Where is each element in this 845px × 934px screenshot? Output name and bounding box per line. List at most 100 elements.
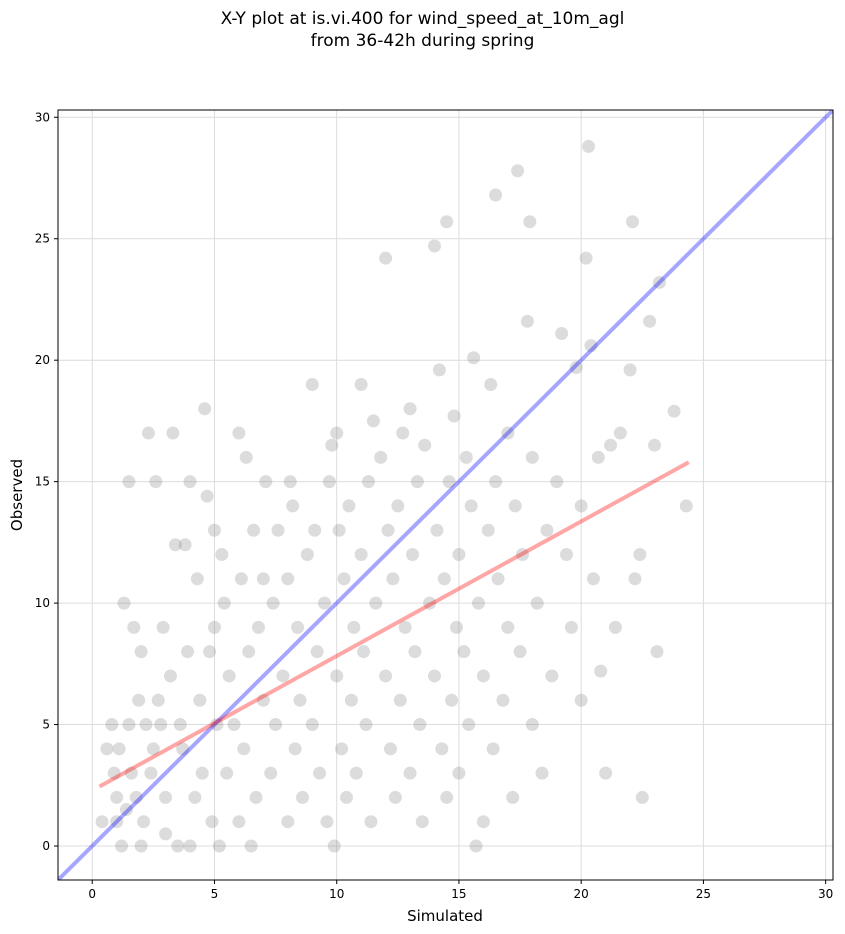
data-point xyxy=(227,718,241,732)
data-point xyxy=(320,815,334,829)
data-point xyxy=(159,827,173,841)
data-point xyxy=(667,404,681,418)
data-point xyxy=(335,742,349,756)
data-point xyxy=(555,326,569,340)
data-point xyxy=(144,766,158,780)
data-point xyxy=(127,620,141,634)
data-point xyxy=(427,239,441,253)
data-point xyxy=(357,645,371,659)
grid xyxy=(58,110,833,880)
data-point xyxy=(635,790,649,804)
data-point xyxy=(276,669,290,683)
data-point xyxy=(159,790,173,804)
data-point xyxy=(445,693,459,707)
data-point xyxy=(633,548,647,562)
data-point xyxy=(251,620,265,634)
data-point xyxy=(452,766,466,780)
data-point xyxy=(132,693,146,707)
x-tick-label: 10 xyxy=(329,887,344,901)
data-point xyxy=(396,426,410,440)
data-point xyxy=(122,475,136,489)
data-point xyxy=(489,188,503,202)
data-point xyxy=(440,215,454,229)
chart-title-line-2: from 36-42h during spring xyxy=(310,31,535,51)
data-point xyxy=(222,669,236,683)
chart-title: X-Y plot at is.vi.400 for wind_speed_at_… xyxy=(0,8,845,52)
data-point xyxy=(134,645,148,659)
data-point xyxy=(591,450,605,464)
data-point xyxy=(137,815,151,829)
data-point xyxy=(188,790,202,804)
data-point xyxy=(379,669,393,683)
data-point xyxy=(464,499,478,513)
data-point xyxy=(330,669,344,683)
regression-line xyxy=(98,460,690,789)
data-point xyxy=(330,426,344,440)
data-point xyxy=(393,693,407,707)
chart-title-line-1: X-Y plot at is.vi.400 for wind_speed_at_… xyxy=(220,9,625,29)
data-point xyxy=(513,645,527,659)
data-point xyxy=(476,669,490,683)
data-point xyxy=(308,523,322,537)
data-point xyxy=(342,499,356,513)
x-tick-label: 5 xyxy=(211,887,219,901)
data-point xyxy=(203,645,217,659)
data-point xyxy=(141,426,155,440)
data-point xyxy=(604,438,618,452)
data-point xyxy=(628,572,642,586)
data-point xyxy=(574,693,588,707)
x-axis-label: Simulated xyxy=(407,907,483,925)
plot-frame xyxy=(57,109,834,881)
data-point xyxy=(516,548,530,562)
data-point xyxy=(364,815,378,829)
data-point xyxy=(332,523,346,537)
data-point xyxy=(481,523,495,537)
data-point xyxy=(212,839,226,853)
data-point xyxy=(178,538,192,552)
data-point xyxy=(648,438,662,452)
data-point xyxy=(171,839,185,853)
x-tick-label: 30 xyxy=(818,887,833,901)
x-axis-ticks: 0 5 10 15 20 25 30 xyxy=(88,880,833,901)
data-point xyxy=(569,360,583,374)
data-point xyxy=(134,839,148,853)
data-point xyxy=(450,620,464,634)
data-point xyxy=(344,693,358,707)
data-point xyxy=(427,669,441,683)
data-point xyxy=(540,523,554,537)
data-point xyxy=(501,620,515,634)
data-point xyxy=(491,572,505,586)
data-point xyxy=(415,815,429,829)
x-tick-label: 0 xyxy=(88,887,96,901)
data-point xyxy=(119,803,133,817)
data-point xyxy=(584,339,598,353)
data-point xyxy=(234,572,248,586)
data-point xyxy=(484,377,498,391)
x-tick-label: 20 xyxy=(574,887,589,901)
data-point xyxy=(457,645,471,659)
data-point xyxy=(286,499,300,513)
data-point xyxy=(366,414,380,428)
data-point xyxy=(574,499,588,513)
data-point xyxy=(379,251,393,265)
data-point xyxy=(613,426,627,440)
data-point xyxy=(476,815,490,829)
data-point xyxy=(462,718,476,732)
data-point xyxy=(259,475,273,489)
data-point xyxy=(508,499,522,513)
data-point xyxy=(239,450,253,464)
data-point xyxy=(110,815,124,829)
data-point xyxy=(432,363,446,377)
data-point xyxy=(117,596,131,610)
data-point xyxy=(579,251,593,265)
data-point xyxy=(313,766,327,780)
data-point xyxy=(115,839,129,853)
data-point xyxy=(626,215,640,229)
data-point xyxy=(403,402,417,416)
data-point xyxy=(608,620,622,634)
data-point xyxy=(183,475,197,489)
data-point xyxy=(511,164,525,178)
data-point xyxy=(430,523,444,537)
data-point xyxy=(181,645,195,659)
data-point xyxy=(354,377,368,391)
